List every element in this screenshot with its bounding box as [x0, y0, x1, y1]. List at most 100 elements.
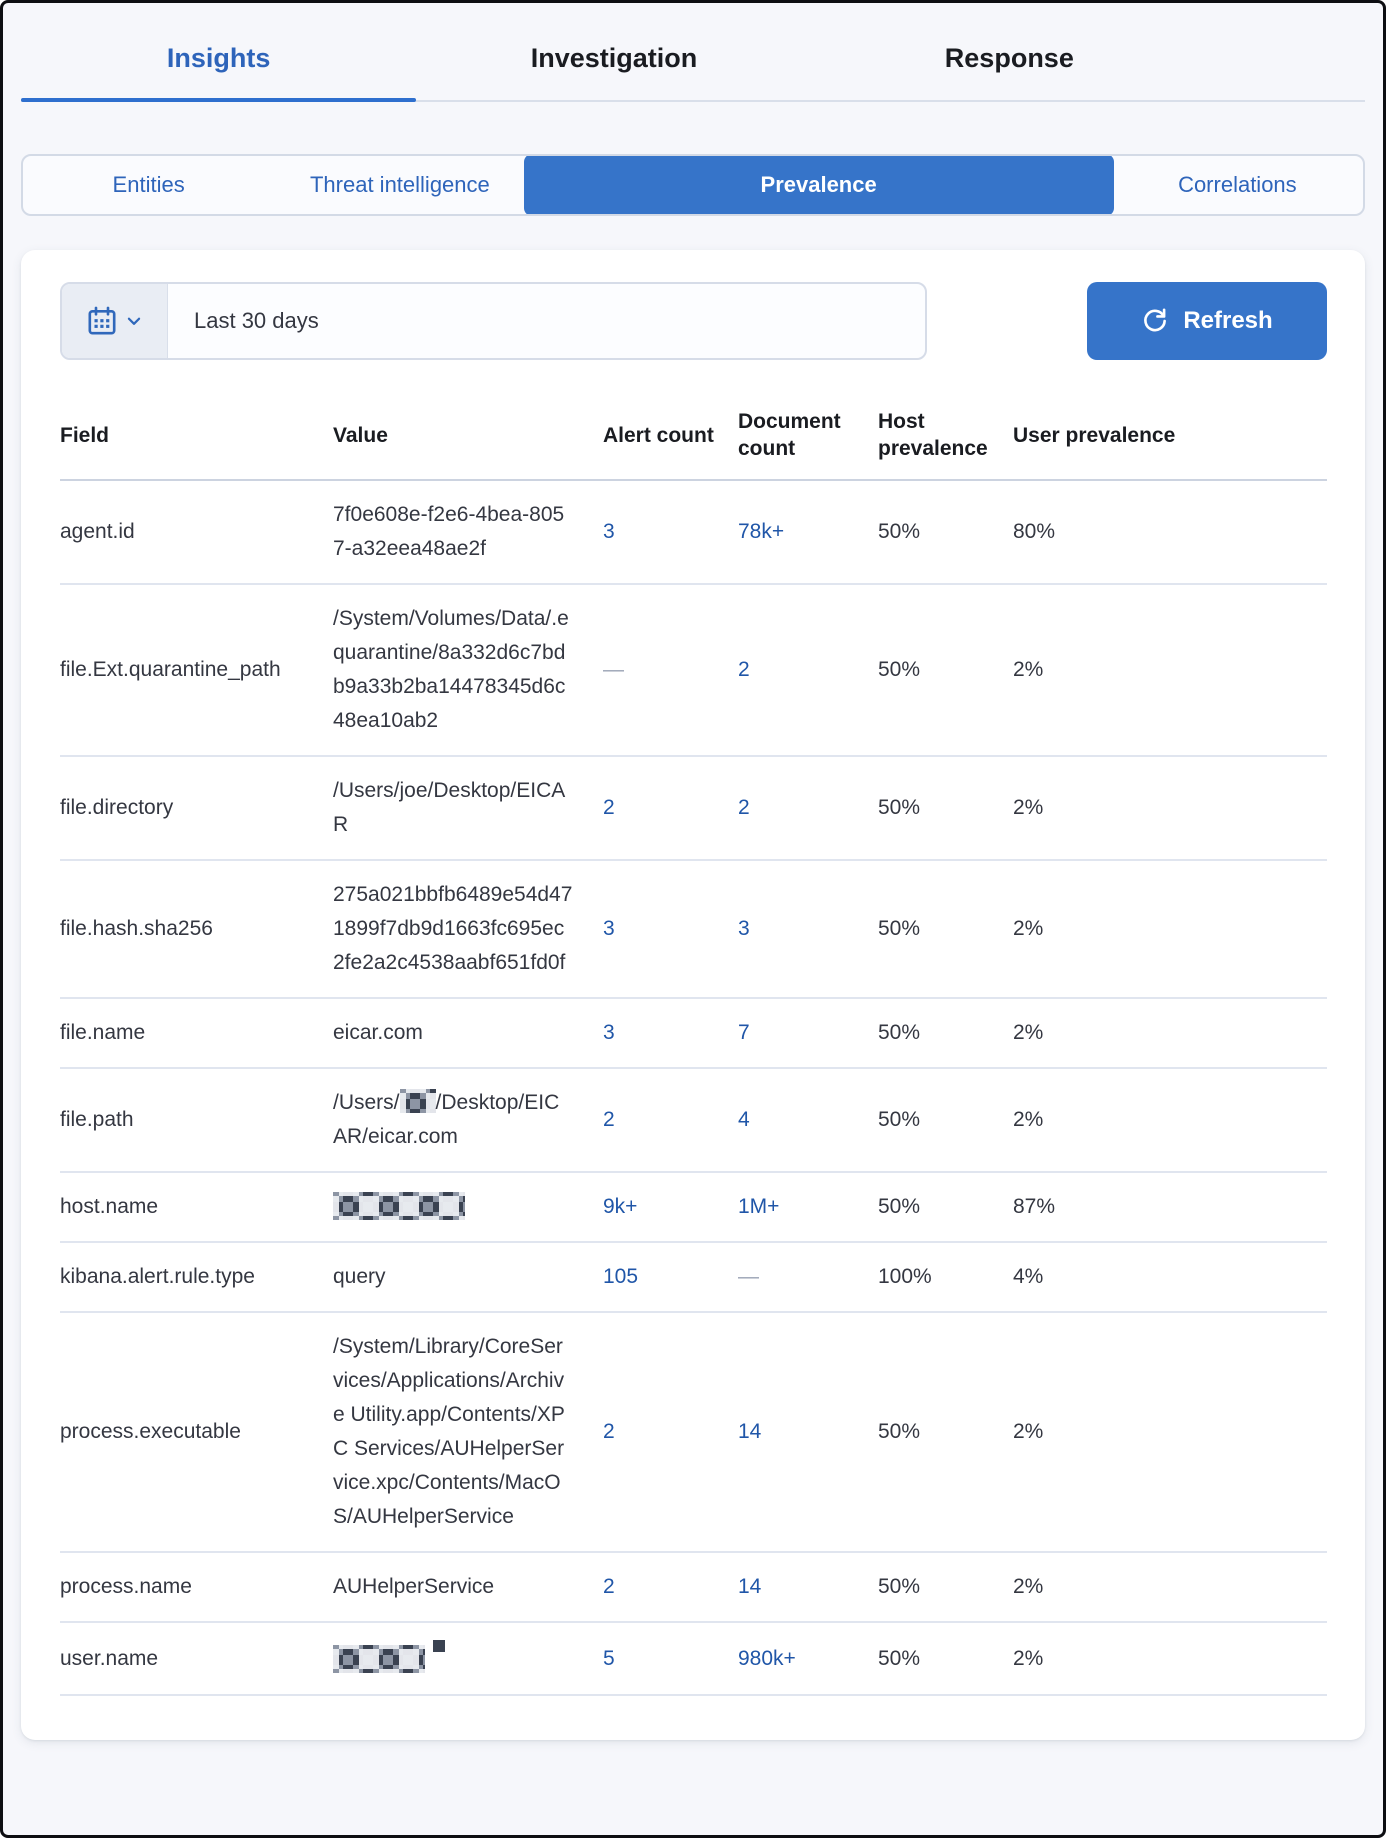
subtab-entities-label: Entities	[112, 172, 185, 197]
alert-count-link[interactable]: 9k+	[603, 1195, 638, 1218]
table-row: file.directory/Users/joe/Desktop/EICAR 2 2…	[60, 757, 1327, 861]
alert-count-link[interactable]: 3	[603, 520, 615, 543]
document-count-cell: 1M+	[738, 1190, 878, 1224]
document-count-cell: 7	[738, 1016, 878, 1050]
table-row: file.path/Users//Desktop/EICAR/eicar.com…	[60, 1069, 1327, 1173]
host-prevalence-cell: 50%	[878, 1575, 921, 1598]
date-picker-calendar-segment[interactable]	[62, 284, 168, 358]
value-cell: /Users/joe/Desktop/EICAR	[333, 774, 603, 842]
value-cell: eicar.com	[333, 1016, 603, 1050]
document-count-link[interactable]: 3	[738, 917, 750, 940]
alert-count-cell: 2	[603, 1570, 738, 1604]
column-header-field: Field	[60, 423, 110, 447]
alert-count-link[interactable]: 3	[603, 917, 615, 940]
host-prevalence-cell: 50%	[878, 796, 921, 819]
host-prevalence-cell: 50%	[878, 1420, 921, 1443]
redacted-value-fragment	[433, 1640, 445, 1652]
alert-count-link[interactable]: 2	[603, 1108, 615, 1131]
document-count-link[interactable]: 78k+	[738, 520, 785, 543]
document-count-link[interactable]: 14	[738, 1575, 762, 1598]
user-prevalence-cell: 2%	[1013, 1021, 1044, 1044]
value-text: /System/Library/CoreServices/Application…	[333, 1335, 565, 1528]
alert-count-link[interactable]: 5	[603, 1646, 615, 1670]
redacted-value	[333, 1192, 465, 1220]
value-cell: /Users//Desktop/EICAR/eicar.com	[333, 1086, 603, 1154]
user-prevalence-cell: 2%	[1013, 1420, 1044, 1443]
value-cell	[333, 1640, 603, 1677]
document-count-cell: 980k+	[738, 1642, 878, 1676]
tab-investigation-label: Investigation	[530, 43, 698, 73]
table-body: agent.id 7f0e608e-f2e6-4bea-8057-a32eea48…	[60, 481, 1327, 1696]
document-count-link[interactable]: 980k+	[738, 1646, 796, 1670]
value-cell: AUHelperService	[333, 1570, 603, 1604]
table-row: process.name AUHelperService 2 14 50% 2%	[60, 1553, 1327, 1623]
alert-count-link[interactable]: 3	[603, 1021, 615, 1044]
user-prevalence-cell: 2%	[1013, 796, 1044, 819]
user-prevalence-cell: 2%	[1013, 917, 1044, 940]
subtab-entities[interactable]: Entities	[23, 156, 274, 214]
tab-insights[interactable]: Insights	[21, 43, 417, 102]
value-cell: /System/Library/CoreServices/Application…	[333, 1330, 603, 1534]
alert-count-link[interactable]: 2	[603, 1420, 615, 1443]
redacted-value	[399, 1089, 436, 1113]
column-header-document-count: Document count	[738, 410, 841, 460]
chevron-down-icon	[125, 312, 143, 330]
user-prevalence-cell: 4%	[1013, 1265, 1044, 1288]
value-cell: 7f0e608e-f2e6-4bea-8057-a32eea48ae2f	[333, 498, 603, 566]
host-prevalence-cell: 50%	[878, 917, 921, 940]
document-count-link[interactable]: 14	[738, 1420, 762, 1443]
subtab-prevalence-label: Prevalence	[760, 172, 877, 197]
field-cell: kibana.alert.rule.type	[60, 1265, 255, 1288]
user-prevalence-cell: 2%	[1013, 1575, 1044, 1598]
alert-count-cell: 105	[603, 1260, 738, 1294]
alert-count-cell: 3	[603, 912, 738, 946]
user-prevalence-cell: 80%	[1013, 520, 1056, 543]
field-cell: file.path	[60, 1108, 134, 1131]
value-text: query	[333, 1265, 386, 1288]
alert-count-cell: —	[603, 653, 738, 687]
table-row: process.executable/System/Library/CoreSe…	[60, 1313, 1327, 1553]
column-header-host-prevalence: Host prevalence	[878, 410, 988, 460]
document-count-link[interactable]: 2	[738, 796, 750, 819]
date-range-value[interactable]: Last 30 days	[194, 308, 319, 333]
column-header-user-prevalence: User prevalence	[1013, 423, 1176, 447]
alert-count-link[interactable]: 2	[603, 796, 615, 819]
date-range-picker[interactable]: Last 30 days	[60, 282, 927, 360]
tab-response[interactable]: Response	[812, 43, 1207, 100]
alert-count-cell: 2	[603, 1103, 738, 1137]
subtab-threat-intelligence[interactable]: Threat intelligence	[274, 156, 525, 214]
document-count-cell: 14	[738, 1415, 878, 1449]
user-prevalence-cell: 2%	[1013, 1108, 1044, 1131]
field-cell: host.name	[60, 1195, 159, 1218]
document-count-link[interactable]: 2	[738, 658, 750, 681]
table-row: file.name eicar.com 3 7 50% 2%	[60, 999, 1327, 1069]
user-prevalence-cell: 2%	[1013, 658, 1044, 681]
document-count-cell: 78k+	[738, 515, 878, 549]
field-cell: file.directory	[60, 796, 174, 819]
tab-investigation[interactable]: Investigation	[416, 43, 811, 100]
alert-count-link[interactable]: 105	[603, 1265, 639, 1288]
subtab-correlations-label: Correlations	[1178, 172, 1297, 197]
subtab-threat-intelligence-label: Threat intelligence	[309, 172, 490, 197]
document-count-link[interactable]: 7	[738, 1021, 750, 1044]
alert-count-link[interactable]: 2	[603, 1575, 615, 1598]
value-text: /Users/	[333, 1091, 400, 1114]
host-prevalence-cell: 50%	[878, 658, 921, 681]
document-count-link[interactable]: 4	[738, 1108, 750, 1131]
calendar-icon	[87, 306, 117, 336]
table-row: user.name 5 980k+ 50% 2%	[60, 1623, 1327, 1696]
document-count-link[interactable]: 1M+	[738, 1195, 780, 1218]
subtab-correlations[interactable]: Correlations	[1112, 156, 1363, 214]
host-prevalence-cell: 50%	[878, 520, 921, 543]
document-count-cell: 2	[738, 791, 878, 825]
host-prevalence-cell: 50%	[878, 1108, 921, 1131]
subtab-prevalence[interactable]: Prevalence	[523, 156, 1114, 214]
alert-count-cell: 9k+	[603, 1190, 738, 1224]
alert-count-cell: 3	[603, 515, 738, 549]
refresh-button[interactable]: Refresh	[1087, 282, 1327, 360]
value-cell: query	[333, 1260, 603, 1294]
host-prevalence-cell: 50%	[878, 1021, 921, 1044]
table-row: host.name 9k+ 1M+ 50% 87%	[60, 1173, 1327, 1243]
value-text: /Users/joe/Desktop/EICAR	[333, 779, 566, 836]
